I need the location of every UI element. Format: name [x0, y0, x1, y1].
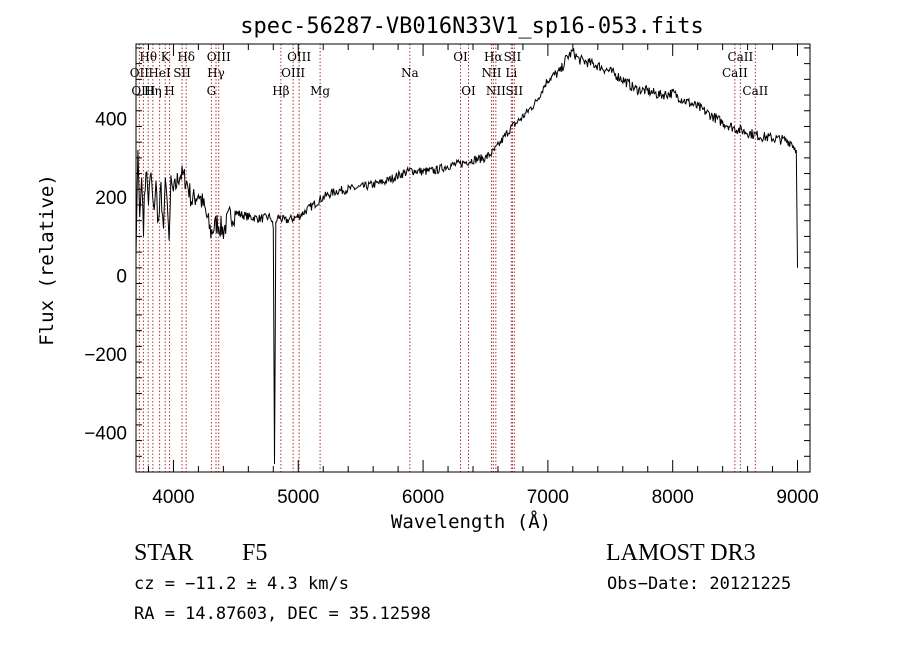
line-label-hδ: Hδ: [177, 50, 195, 64]
line-label-nii: NII: [481, 66, 501, 80]
line-label-caii: CaII: [727, 50, 753, 64]
line-label-oiii: OIII: [207, 50, 231, 64]
y-tick-label: 200: [95, 188, 127, 209]
line-label-hei: HeI: [148, 66, 171, 80]
y-tick-label: −400: [84, 424, 127, 445]
spectrum-series: [135, 48, 798, 465]
line-label-k: K: [161, 50, 171, 64]
line-label-sii: SII: [505, 84, 523, 98]
line-label-hθ: Hθ: [139, 50, 157, 64]
coordinates-text: RA = 14.87603, DEC = 35.12598: [134, 604, 431, 624]
line-label-mg: Mg: [310, 84, 330, 98]
line-label-na: Na: [401, 66, 419, 80]
line-label-oiii: OIII: [131, 84, 155, 98]
y-axis-title: Flux (relative): [36, 174, 58, 346]
y-tick-label: 400: [95, 110, 127, 131]
x-tick-label: 6000: [402, 487, 444, 508]
line-label-oiii: OIII: [287, 50, 311, 64]
object-class: STAR: [134, 540, 194, 566]
spectrum-line: [135, 48, 798, 465]
line-label-sii: SII: [504, 50, 522, 64]
line-label-oi: OI: [461, 84, 476, 98]
spectral-line-markers: [138, 44, 756, 472]
y-tick-label: −200: [84, 345, 127, 366]
line-label-li: Li: [505, 66, 517, 80]
x-tick-label: 9000: [776, 487, 818, 508]
line-label-oiii: OIII: [281, 66, 305, 80]
redshift-text: cz = −11.2 ± 4.3 km/s: [134, 574, 349, 594]
y-tick-label: 0: [116, 267, 127, 288]
line-label-nii: NII: [486, 84, 506, 98]
obs-date-text: Obs−Date: 20121225: [607, 574, 792, 594]
line-label-caii: CaII: [722, 66, 748, 80]
line-label-hα: Hα: [484, 50, 503, 64]
line-label-sii: SII: [173, 66, 191, 80]
line-label-hγ: Hγ: [207, 66, 225, 80]
axes: 4000 5000 6000 7000 8000 9000 −400 −200 0 200 400: [84, 43, 819, 508]
line-label-caii: CaII: [742, 84, 768, 98]
line-label-g: G: [207, 84, 217, 98]
x-tick-label: 5000: [277, 487, 319, 508]
chart-title: spec-56287-VB016N33V1_sp16-053.fits: [240, 14, 704, 39]
x-tick-label: 8000: [652, 487, 694, 508]
line-label-hη: Hη: [144, 84, 162, 98]
x-axis-title: Wavelength (Å): [391, 510, 551, 533]
line-label-h: H: [164, 84, 174, 98]
survey-name: LAMOST DR3: [606, 540, 756, 566]
x-tick-label: 7000: [527, 487, 569, 508]
line-label-oi: OI: [453, 50, 468, 64]
x-tick-label: 4000: [152, 487, 194, 508]
object-subclass: F5: [242, 540, 268, 566]
plot-frame: [135, 43, 811, 473]
line-label-oii: OII: [130, 66, 150, 80]
line-label-hβ: Hβ: [272, 84, 289, 98]
